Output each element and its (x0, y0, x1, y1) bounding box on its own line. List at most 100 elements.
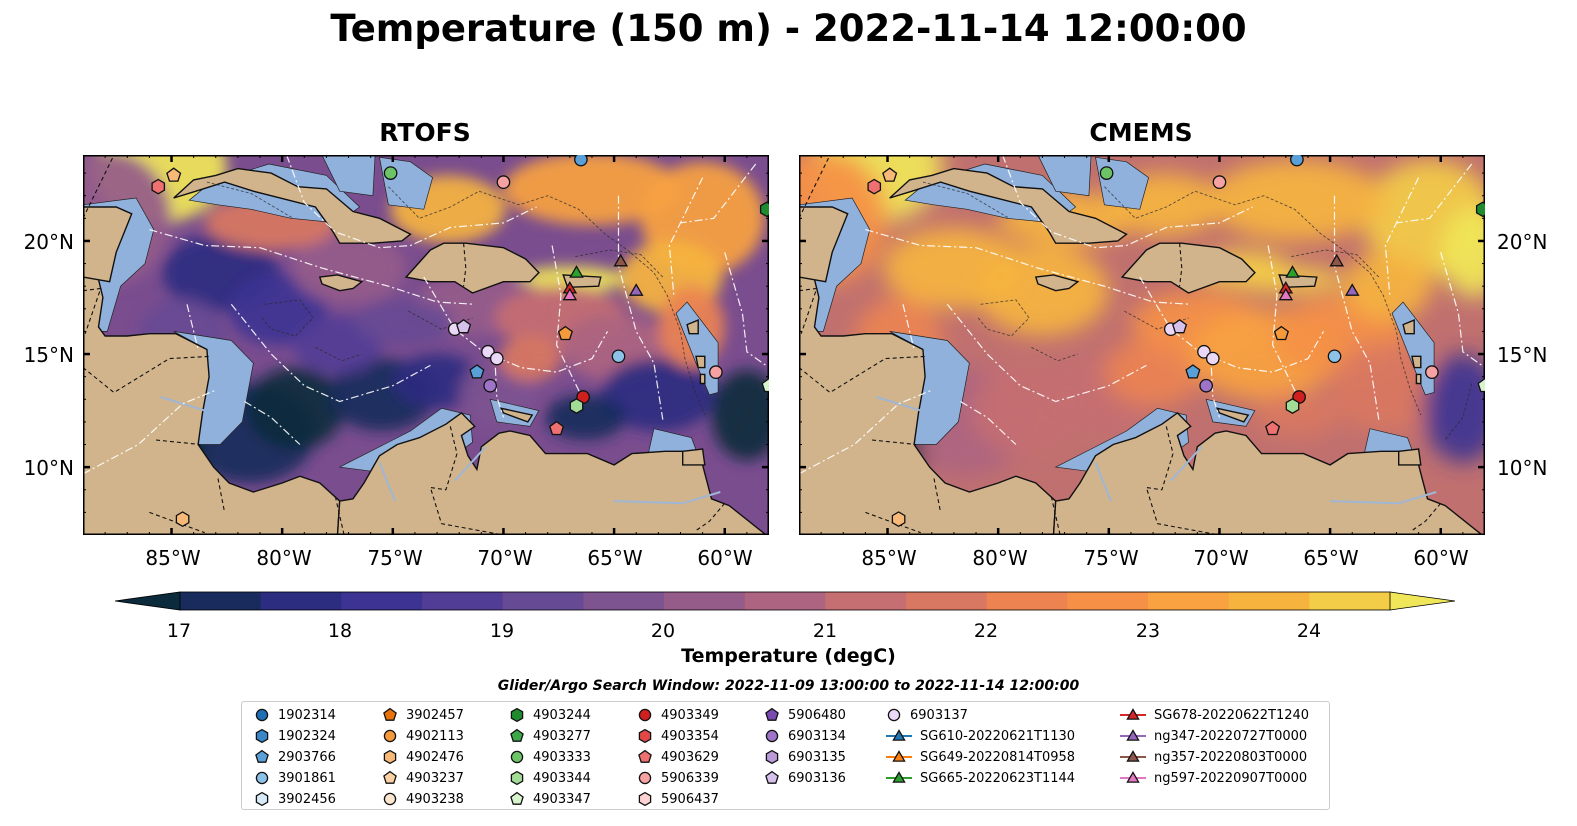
legend-item-6903137[interactable]: 6903137 (886, 705, 968, 725)
map-marker-4903347[interactable] (761, 377, 769, 393)
map-marker-ng597-20220907T0000[interactable] (562, 287, 578, 301)
legend-marker[interactable] (255, 791, 269, 807)
map-marker-6903136[interactable] (1172, 318, 1188, 334)
map-panel-rtofs[interactable] (83, 155, 769, 535)
legend-item-4903344[interactable]: 4903344 (509, 768, 591, 788)
legend-item-6903135[interactable]: 6903135 (764, 747, 846, 767)
map-marker-6903134[interactable] (1199, 378, 1214, 393)
map-marker-4903344[interactable] (1285, 398, 1300, 414)
legend-item-ng347-20220727T0000[interactable]: ng347-20220727T0000 (1120, 726, 1307, 746)
map-marker-1902314[interactable] (1290, 155, 1304, 167)
legend-item-4902476[interactable]: 4902476 (382, 747, 464, 767)
legend-marker[interactable] (638, 771, 652, 785)
legend-marker[interactable] (383, 707, 397, 721)
legend-marker[interactable] (255, 771, 269, 785)
legend-marker[interactable] (887, 708, 901, 722)
map-marker-2903766[interactable] (1185, 364, 1201, 379)
map-marker-3901861[interactable] (1327, 349, 1342, 364)
legend-item-2903766[interactable]: 2903766 (254, 747, 336, 767)
map-marker-4902113[interactable] (557, 325, 573, 341)
legend-marker[interactable] (383, 729, 397, 743)
map-marker-4902476[interactable] (166, 167, 182, 182)
legend-item-3901861[interactable]: 3901861 (254, 768, 336, 788)
map-marker-ng347-20220727T0000[interactable] (628, 283, 644, 296)
legend-item-4903333[interactable]: 4903333 (509, 747, 591, 767)
map-marker-5906339[interactable] (1425, 365, 1439, 379)
legend-marker[interactable] (510, 770, 524, 786)
legend-marker[interactable] (383, 749, 397, 765)
map-panel-cmems[interactable] (799, 155, 1485, 535)
legend-marker[interactable] (510, 728, 524, 742)
legend-marker[interactable] (510, 750, 524, 764)
legend-item-SG649-20220814T0958[interactable]: SG649-20220814T0958 (886, 747, 1075, 767)
map-marker-4903333[interactable] (1099, 166, 1114, 180)
legend-item-1902314[interactable]: 1902314 (254, 705, 336, 725)
legend-marker[interactable] (255, 728, 269, 744)
legend-item-6903134[interactable]: 6903134 (764, 726, 846, 746)
map-marker-5906339[interactable] (151, 178, 166, 195)
map-marker-1902314[interactable] (574, 155, 588, 167)
map-marker-4903629[interactable] (549, 420, 565, 436)
legend-marker[interactable] (892, 729, 906, 741)
map-marker-6903134[interactable] (483, 378, 498, 393)
legend-marker[interactable] (765, 749, 779, 765)
legend-item-3902456[interactable]: 3902456 (254, 789, 336, 809)
legend-item-5906437[interactable]: 5906437 (637, 789, 719, 809)
map-marker-ng347-20220727T0000[interactable] (1344, 283, 1360, 296)
map-marker-3901861[interactable] (611, 349, 626, 364)
legend-marker[interactable] (765, 770, 779, 784)
map-marker-ng597-20220907T0000[interactable] (1278, 287, 1294, 301)
legend-item-ng597-20220907T0000[interactable]: ng597-20220907T0000 (1120, 768, 1307, 788)
legend-item-4903238[interactable]: 4903238 (382, 789, 464, 809)
map-marker-4903237[interactable] (891, 511, 906, 528)
map-marker-SG665-20220623T1144[interactable] (1285, 265, 1300, 278)
legend-marker[interactable] (638, 728, 652, 744)
legend-marker[interactable] (1126, 771, 1140, 783)
legend-item-4903237[interactable]: 4903237 (382, 768, 464, 788)
legend-marker[interactable] (638, 749, 652, 763)
legend-marker[interactable] (892, 750, 906, 762)
legend-item-4903347[interactable]: 4903347 (509, 789, 591, 809)
map-marker-5906339[interactable] (496, 175, 511, 189)
map-marker-4903333[interactable] (383, 166, 398, 180)
legend-item-4903354[interactable]: 4903354 (637, 726, 719, 746)
legend-item-4903349[interactable]: 4903349 (637, 705, 719, 725)
map-marker-4903244[interactable] (759, 201, 769, 218)
map-marker-6903137[interactable] (489, 351, 504, 366)
map-marker-4902113[interactable] (1273, 325, 1289, 341)
legend-marker[interactable] (1126, 708, 1140, 720)
legend-marker[interactable] (892, 771, 906, 783)
map-marker-4903629[interactable] (1265, 420, 1281, 436)
map-marker-4902476[interactable] (882, 167, 898, 182)
map-marker-6903137[interactable] (1205, 351, 1220, 366)
map-marker-SG665-20220623T1144[interactable] (569, 265, 584, 278)
map-marker-5906339[interactable] (709, 365, 723, 379)
legend-marker[interactable] (255, 749, 269, 763)
legend-marker[interactable] (510, 791, 524, 805)
legend-item-SG665-20220623T1144[interactable]: SG665-20220623T1144 (886, 768, 1075, 788)
legend-item-3902457[interactable]: 3902457 (382, 705, 464, 725)
map-marker-2903766[interactable] (469, 364, 485, 379)
legend-item-4903244[interactable]: 4903244 (509, 705, 591, 725)
legend-item-6903136[interactable]: 6903136 (764, 768, 846, 788)
legend-marker[interactable] (1126, 729, 1140, 741)
map-marker-ng357-20220803T0000[interactable] (613, 253, 629, 267)
legend-item-4903629[interactable]: 4903629 (637, 747, 719, 767)
map-marker-5906339[interactable] (867, 178, 882, 195)
legend-item-4903277[interactable]: 4903277 (509, 726, 591, 746)
legend-marker[interactable] (510, 707, 524, 723)
legend-item-5906480[interactable]: 5906480 (764, 705, 846, 725)
legend-marker[interactable] (383, 770, 397, 784)
map-marker-ng357-20220803T0000[interactable] (1329, 253, 1345, 267)
legend-marker[interactable] (638, 708, 652, 722)
legend-item-SG678-20220622T1240[interactable]: SG678-20220622T1240 (1120, 705, 1309, 725)
legend-item-1902324[interactable]: 1902324 (254, 726, 336, 746)
legend-marker[interactable] (255, 708, 269, 722)
legend-item-SG610-20220621T1130[interactable]: SG610-20220621T1130 (886, 726, 1075, 746)
legend-marker[interactable] (1126, 750, 1140, 762)
map-marker-4903347[interactable] (1477, 377, 1485, 393)
map-marker-6903136[interactable] (456, 318, 472, 334)
legend-marker[interactable] (765, 707, 779, 721)
map-marker-5906339[interactable] (1212, 175, 1227, 189)
legend-marker[interactable] (765, 729, 779, 743)
